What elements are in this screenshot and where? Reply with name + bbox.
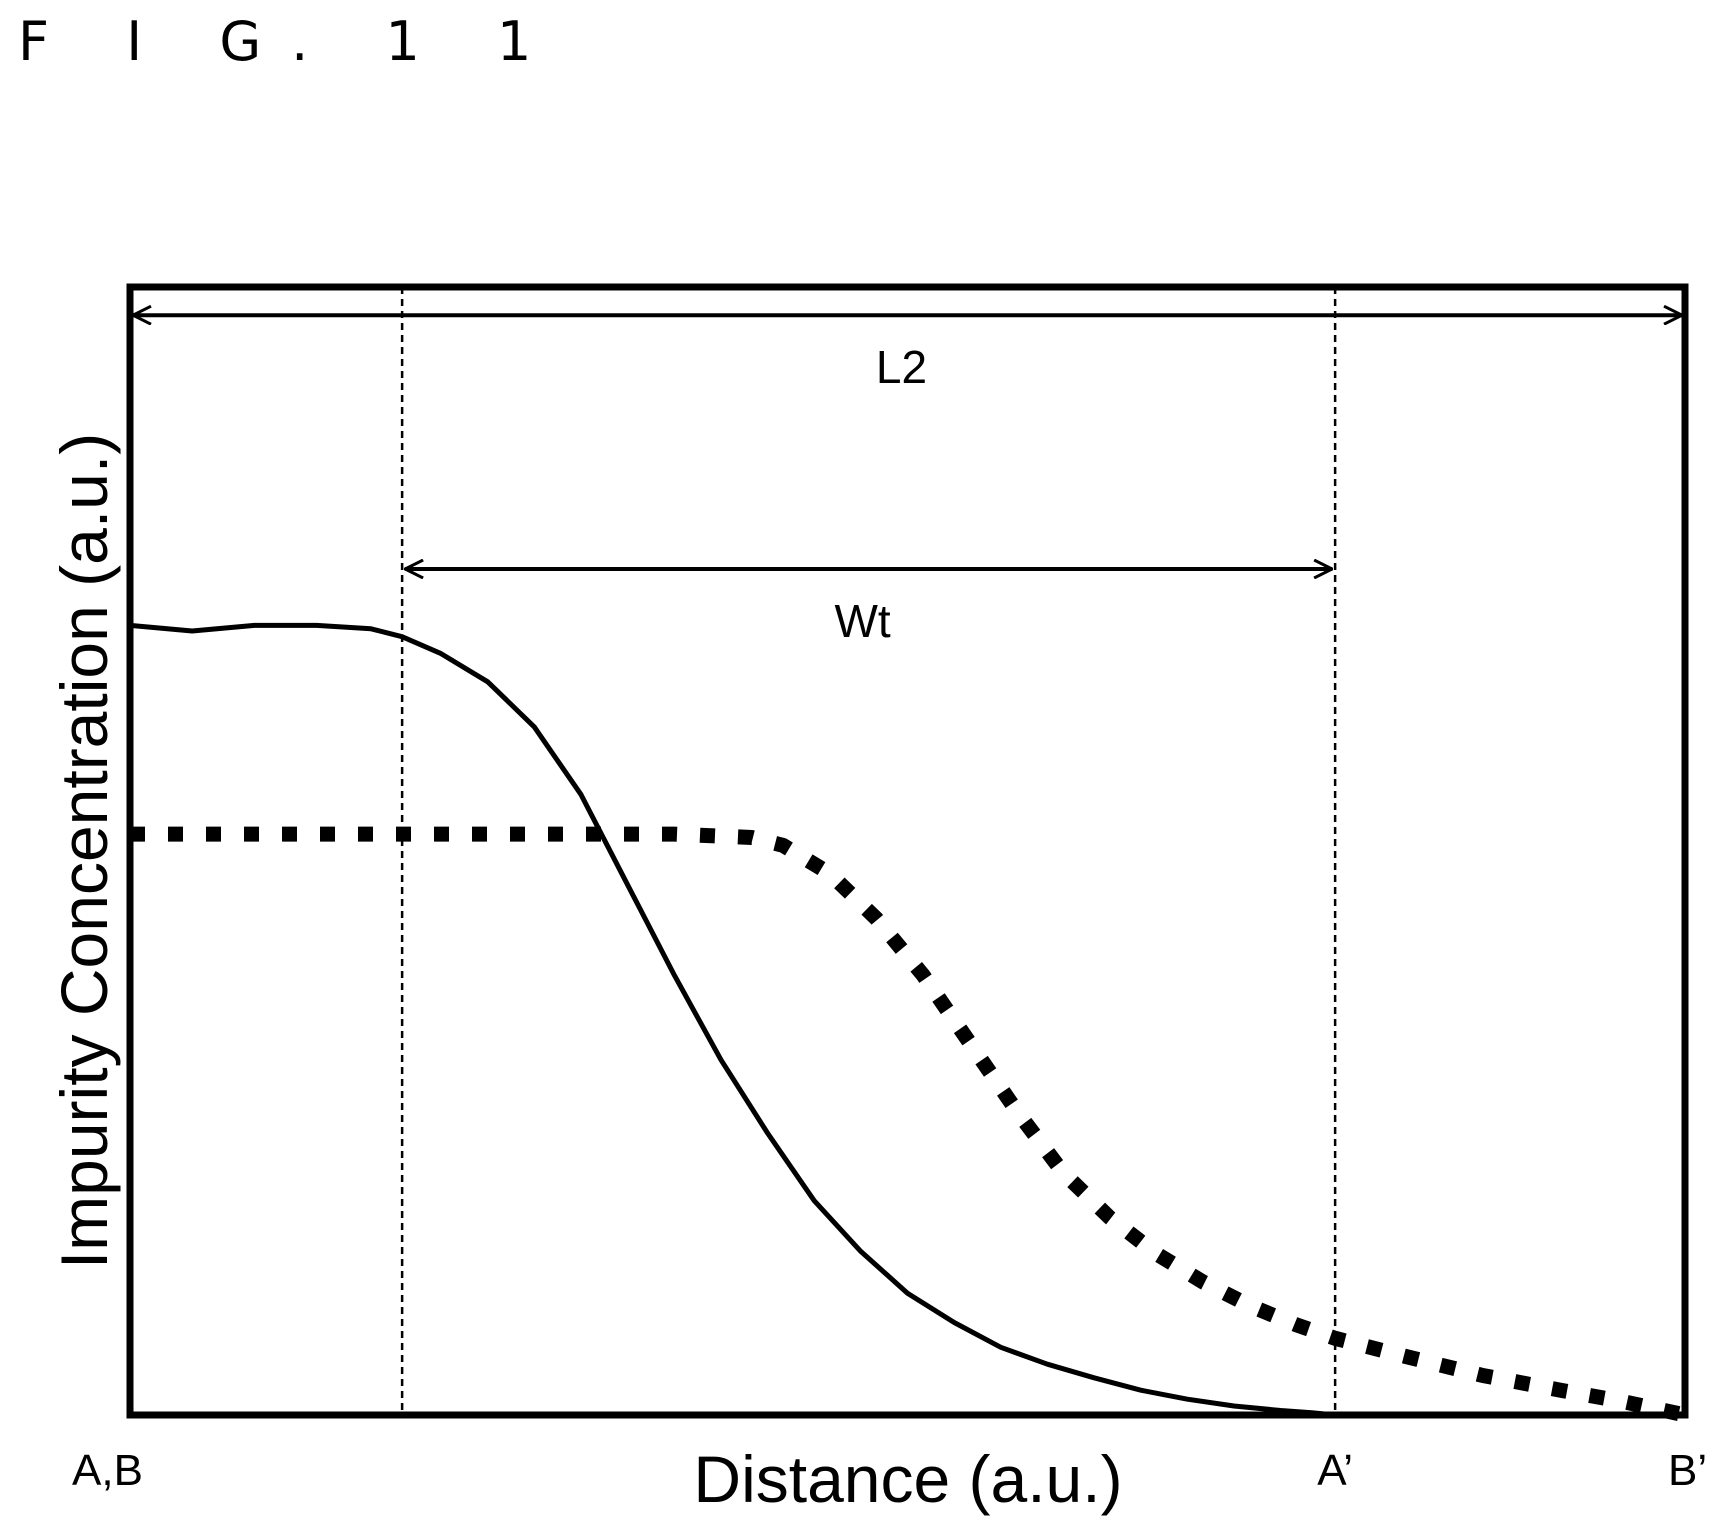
series-line-solid [127,622,1338,1418]
plot-frame [126,283,1689,1419]
y-axis-title: Impurity Concentration (a.u.) [47,433,121,1269]
series-line-dotted [130,826,1687,1423]
x-axis-title: Distance (a.u.) [693,1442,1122,1516]
x-tick-label: A,B [72,1446,143,1495]
figure-label: F I G. 1 1 [18,10,562,73]
dimension-label: L2 [876,341,927,393]
dimension-arrows: L2 Wt [133,315,1682,647]
reference-lines [400,287,1337,1415]
series-group [127,622,1687,1423]
x-tick-labels: A,B A’ B’ [72,1446,1707,1495]
x-tick-label: A’ [1317,1446,1353,1495]
x-tick-label: B’ [1668,1446,1707,1495]
dimension-label: Wt [835,595,891,647]
